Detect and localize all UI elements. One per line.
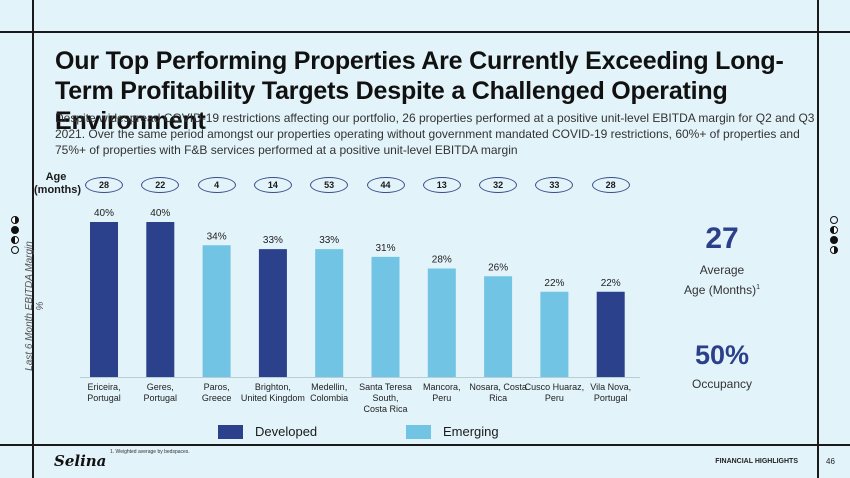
empty-circle-icon — [830, 216, 838, 224]
half-circle-icon — [11, 236, 19, 244]
legend-developed: Developed — [218, 424, 317, 439]
bar-8 — [540, 291, 569, 377]
decorative-dots-right — [830, 216, 838, 254]
occupancy-label: Occupancy — [691, 377, 753, 391]
bar-1 — [146, 222, 175, 377]
filled-circle-icon — [830, 236, 838, 244]
bar-6 — [427, 268, 456, 377]
page-title: Our Top Performing Properties Are Curren… — [55, 47, 784, 135]
category-label-3: Brighton, United Kingdom — [241, 382, 305, 403]
frame-line-left — [32, 0, 34, 478]
age-pill-3: 14 — [253, 177, 292, 193]
average-age-label-line1: Average — [699, 263, 745, 277]
category-label-1: Geres, Portugal — [144, 382, 178, 403]
legend-label-emerging: Emerging — [443, 424, 499, 439]
frame-line-bottom — [0, 444, 850, 446]
age-pill-8: 33 — [535, 177, 574, 193]
bar-7 — [484, 276, 513, 377]
age-pill-2: 4 — [197, 177, 236, 193]
frame-line-right — [817, 0, 819, 478]
page-number: 46 — [826, 457, 835, 466]
bar-5 — [371, 256, 400, 377]
bar-4 — [315, 249, 344, 377]
age-pill-7: 32 — [479, 177, 518, 193]
data-label-8: 22% — [544, 278, 564, 289]
half-circle-icon — [830, 226, 838, 234]
age-pill-4: 53 — [310, 177, 349, 193]
category-label-6: Mancora, Peru — [423, 382, 461, 403]
data-label-9: 22% — [601, 278, 621, 289]
legend-swatch-emerging — [406, 424, 431, 439]
page-subtitle: Despite widespread COVID-19 restrictions… — [55, 111, 815, 157]
y-axis-label: Last 6 Month EBITDA Margin % — [24, 241, 46, 371]
age-pill-9: 28 — [591, 177, 630, 193]
bar-0 — [90, 222, 118, 377]
footnote-ref: 1 — [756, 284, 760, 291]
bar-3 — [258, 249, 287, 377]
legend-emerging: Emerging — [406, 424, 499, 439]
data-label-0: 40% — [94, 208, 114, 219]
age-label-line2: (months) — [34, 184, 82, 196]
data-label-4: 33% — [319, 235, 339, 246]
bar-9 — [596, 291, 625, 377]
age-row-label: Age (months) — [34, 171, 82, 197]
legend-label-developed: Developed — [255, 424, 318, 439]
frame-line-top — [0, 31, 850, 33]
filled-circle-icon — [11, 226, 19, 234]
data-label-6: 28% — [432, 255, 452, 266]
age-label-line1: Age — [45, 171, 67, 183]
average-age-label: Average Age (Months)1 — [652, 262, 792, 299]
half-circle-icon — [830, 246, 838, 254]
half-circle-icon — [11, 216, 19, 224]
footnote: 1. Weighted average by bedspaces. — [110, 449, 190, 455]
category-label-0: Ericeira, Portugal — [87, 382, 121, 403]
data-label-5: 31% — [375, 243, 395, 254]
data-label-2: 34% — [207, 231, 227, 242]
empty-circle-icon — [11, 246, 19, 254]
category-label-8: Cusco Huaraz, Peru — [525, 382, 585, 403]
decorative-dots-left — [11, 216, 19, 254]
data-label-1: 40% — [150, 208, 170, 219]
bar-chart: 40% Ericeira, Portugal 40% Geres, Portugal 34%… — [80, 208, 640, 414]
bar-2 — [202, 245, 231, 377]
category-label-5: Santa Teresa South, Costa Rica — [359, 382, 412, 414]
selina-logo: Selina — [54, 452, 107, 470]
occupancy-value: 50% — [694, 340, 750, 370]
age-pill-6: 13 — [422, 177, 461, 193]
average-age-label-line2: Age (Months) — [684, 283, 757, 297]
section-label: FINANCIAL HIGHLIGHTS — [715, 458, 798, 465]
category-label-4: Medellin, Colombia — [310, 382, 348, 403]
category-label-7: Nosara, Costa Rica — [469, 382, 527, 403]
data-label-7: 26% — [488, 262, 508, 273]
category-label-9: Vila Nova, Portugal — [590, 382, 631, 403]
age-pill-0: 28 — [85, 177, 123, 193]
data-label-3: 33% — [263, 235, 283, 246]
category-label-2: Paros, Greece — [202, 382, 232, 403]
legend-swatch-developed — [218, 424, 243, 439]
age-pill-5: 44 — [366, 177, 405, 193]
average-age-value: 27 — [705, 222, 739, 255]
age-pill-1: 22 — [141, 177, 180, 193]
